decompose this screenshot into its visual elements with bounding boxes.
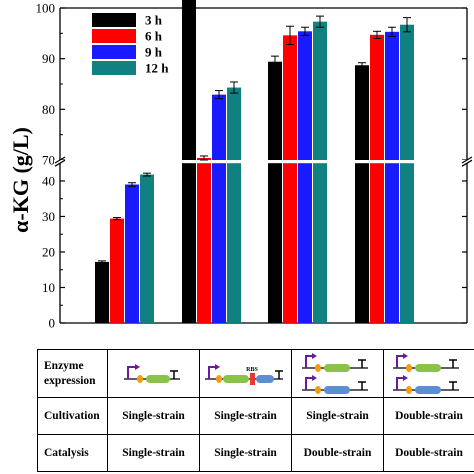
bar [400, 163, 414, 323]
legend-swatch [92, 29, 136, 43]
table-cell: Single-strain [291, 397, 384, 435]
bar-chart: 0 10 20 30 40 70 80 90 100 3 h6 h9 h12 h α-KG (g… [8, 0, 473, 331]
bar [227, 87, 241, 160]
construct-two-plasmid-cell [291, 349, 384, 398]
table-cell: Single-strain [199, 434, 292, 472]
bar [370, 34, 384, 160]
table-row-catalysis: Catalysis Single-strain Single-strain Do… [37, 434, 474, 472]
table-cell: Double-strain [383, 397, 474, 435]
axis-break-gap [54, 160, 473, 164]
y-tick-label: 0 [49, 316, 56, 331]
bar [385, 31, 399, 160]
gene-construct-two-strain-icon [393, 352, 459, 394]
legend-entry: 3 h [145, 13, 163, 28]
y-tick-label: 70 [42, 153, 55, 168]
table-cell: Single-strain [199, 397, 292, 435]
bar [95, 261, 109, 323]
table-cell: Single-strain [107, 397, 200, 435]
bar [110, 218, 124, 323]
gene-construct-two-icon [301, 352, 368, 394]
bar [400, 24, 414, 160]
row-header-enzyme-expression: Enzyme expression [37, 349, 108, 398]
bar [182, 163, 196, 323]
construct-single-gene-cell [107, 349, 200, 398]
bar [140, 174, 154, 323]
table-row-enzyme-expression: Enzyme expression RBS [37, 349, 474, 398]
bar [268, 61, 282, 160]
bar [268, 163, 282, 323]
y-tick-label: 100 [36, 1, 56, 16]
bar [212, 163, 226, 323]
bar [227, 163, 241, 323]
chart-legend: 3 h6 h9 h12 h [92, 13, 169, 76]
table-cell: Double-strain [291, 434, 384, 472]
table-cell: Double-strain [383, 434, 474, 472]
legend-swatch [92, 45, 136, 59]
legend-entry: 12 h [145, 61, 169, 76]
bar [313, 21, 327, 161]
chart-bars [95, 0, 414, 323]
gene-construct-rbs-icon: RBS [205, 363, 283, 385]
bar [313, 163, 327, 323]
row-header-line: Enzyme [44, 359, 84, 372]
strain-config-table: Enzyme expression RBS [37, 349, 474, 472]
bar [197, 163, 211, 323]
bar [212, 94, 226, 160]
bar [283, 163, 297, 323]
construct-two-strain-cell [383, 349, 474, 398]
legend-swatch [92, 13, 136, 27]
y-tick-label: 30 [42, 209, 55, 224]
table-cell: Single-strain [107, 434, 200, 472]
bar [385, 163, 399, 323]
axis-break-mark [461, 156, 473, 164]
bar [182, 0, 196, 160]
bar [125, 184, 139, 323]
row-header-catalysis: Catalysis [37, 434, 108, 472]
bar [298, 163, 312, 323]
table-row-cultivation: Cultivation Single-strain Single-strain … [37, 397, 474, 435]
bar [355, 65, 369, 160]
row-header-cultivation: Cultivation [37, 397, 108, 435]
axis-break-mark [461, 159, 473, 167]
axis-break-mark [54, 156, 66, 164]
y-tick-label: 40 [42, 173, 55, 188]
y-tick-label: 80 [42, 102, 55, 117]
y-axis-label: α-KG (g/L) [8, 127, 33, 233]
axis-break-mark [54, 159, 66, 167]
bar [283, 35, 297, 160]
bar [298, 31, 312, 160]
row-header-line: expression [44, 374, 96, 387]
y-tick-label: 20 [42, 244, 55, 259]
gene-construct-icon [123, 363, 180, 383]
legend-entry: 9 h [145, 45, 163, 60]
bar [355, 163, 369, 323]
construct-rbs-fusion-cell: RBS [199, 349, 292, 398]
y-tick-label: 10 [42, 280, 55, 295]
y-tick-label: 90 [42, 51, 55, 66]
bar [370, 163, 384, 323]
legend-swatch [92, 61, 136, 75]
legend-entry: 6 h [145, 29, 163, 44]
rbs-label: RBS [246, 367, 258, 373]
